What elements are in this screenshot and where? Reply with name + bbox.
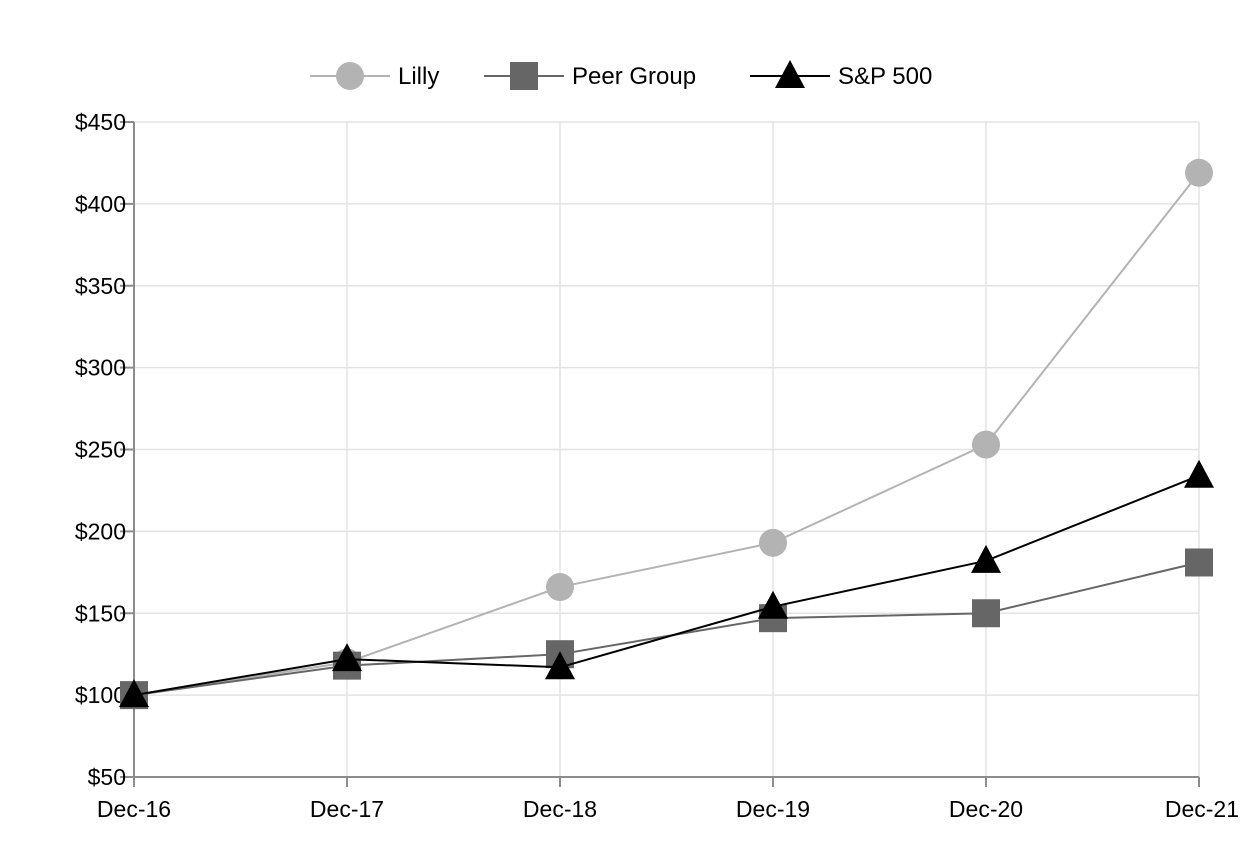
x-tick-label: Dec-21 <box>1165 796 1239 822</box>
x-tick-label: Dec-20 <box>949 796 1023 822</box>
data-point-square <box>1185 548 1213 577</box>
data-point-triangle <box>545 651 575 680</box>
y-tick-labels: $50 $100 $150 $200 $250 $300 $350 $400 $450 <box>75 109 126 790</box>
grid-lines <box>134 121 1200 777</box>
series-s-p-500 <box>119 459 1214 708</box>
legend-label: Lilly <box>398 63 439 90</box>
data-point-circle <box>1185 158 1213 187</box>
data-point-circle <box>972 430 1000 459</box>
legend-marker-square <box>510 62 538 90</box>
axes <box>120 121 1200 787</box>
series-line <box>133 474 1200 697</box>
legend-item: S&P 500 <box>750 60 932 90</box>
series <box>119 158 1214 710</box>
series-lilly <box>120 158 1213 710</box>
data-point-circle <box>759 528 787 557</box>
data-point-square <box>972 599 1000 628</box>
data-point-circle <box>546 573 574 602</box>
x-tick-label: Dec-19 <box>736 796 810 822</box>
legend-item: Lilly <box>310 62 439 90</box>
x-tick-label: Dec-17 <box>310 796 384 822</box>
x-tick-label: Dec-18 <box>523 796 597 822</box>
data-point-triangle <box>758 590 788 619</box>
y-tick-label: $100 <box>75 682 126 708</box>
y-tick-label: $400 <box>75 191 126 217</box>
legend: Lilly Peer Group S&P 500 <box>310 60 932 90</box>
x-tick-labels: Dec-16 Dec-17 Dec-18 Dec-19 Dec-20 Dec-21 <box>97 796 1239 822</box>
x-tick-label: Dec-16 <box>97 796 171 822</box>
y-tick-label: $250 <box>75 437 126 463</box>
y-tick-label: $50 <box>88 764 126 790</box>
data-point-triangle <box>119 679 149 708</box>
y-tick-label: $350 <box>75 273 126 299</box>
series-line <box>133 172 1200 697</box>
legend-label: Peer Group <box>572 63 696 90</box>
legend-marker-circle <box>336 62 364 90</box>
y-tick-label: $200 <box>75 518 126 544</box>
series-peer-group <box>120 548 1213 710</box>
data-point-triangle <box>971 544 1001 573</box>
y-tick-label: $300 <box>75 355 126 381</box>
y-tick-label: $150 <box>75 600 126 626</box>
legend-label: S&P 500 <box>838 63 932 90</box>
data-point-triangle <box>1184 459 1214 488</box>
legend-marker-triangle <box>775 60 805 88</box>
y-tick-label: $450 <box>75 109 126 135</box>
series-line <box>133 561 1200 697</box>
legend-item: Peer Group <box>484 62 696 90</box>
data-point-triangle <box>332 643 362 672</box>
